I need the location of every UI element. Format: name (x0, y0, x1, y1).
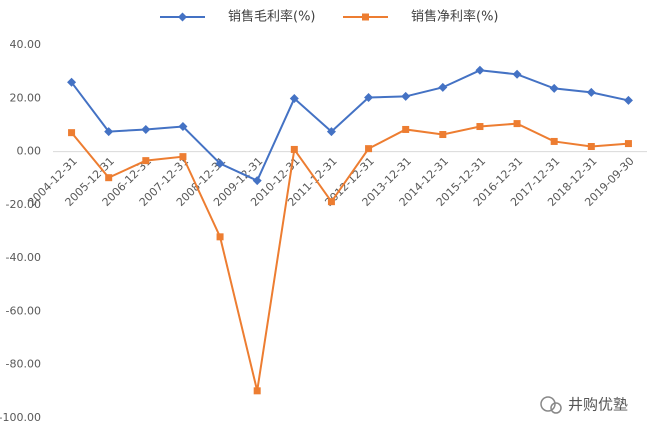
line-marker (290, 145, 298, 153)
line-marker (326, 127, 336, 137)
line-marker (549, 83, 559, 93)
line-marker (550, 137, 558, 145)
line-marker (178, 122, 188, 132)
line-marker (216, 233, 224, 241)
y-tick-label: -80.00 (6, 358, 41, 371)
watermark-icon (540, 396, 556, 412)
legend-text: 销售毛利率(%) (228, 9, 316, 25)
line-marker (141, 124, 151, 134)
y-tick-label: 0.00 (17, 145, 42, 158)
line-marker (105, 174, 113, 182)
line-series (70, 122, 629, 392)
line-marker (513, 120, 521, 128)
y-tick-label: 20.00 (10, 91, 42, 104)
line-marker (327, 198, 335, 206)
line-marker (586, 87, 596, 97)
line-marker (475, 65, 485, 75)
y-tick-label: -100.00 (0, 411, 41, 424)
line-marker (104, 127, 114, 137)
line-marker (439, 131, 447, 139)
y-tick-label: -60.00 (6, 304, 41, 317)
line-marker (142, 157, 150, 165)
watermark: 井购优塾 (540, 396, 628, 414)
line-marker (364, 92, 374, 102)
line-marker (67, 77, 77, 87)
line-marker (401, 91, 411, 101)
line-marker (362, 13, 369, 21)
line-marker (365, 145, 373, 153)
line-series (70, 69, 629, 182)
legend-text: 销售净利率(%) (411, 9, 499, 25)
line-marker (623, 95, 633, 105)
line-marker (178, 12, 187, 22)
line-marker (624, 140, 632, 148)
line-marker (252, 176, 262, 186)
line-marker (289, 94, 299, 104)
line-marker (438, 82, 448, 92)
line-marker (68, 129, 76, 137)
line-marker (253, 387, 261, 395)
line-marker (476, 123, 484, 131)
line-marker (402, 125, 410, 133)
line-marker (215, 159, 225, 169)
y-tick-label: 40.00 (10, 38, 42, 51)
watermark-text: 井购优塾 (568, 396, 628, 414)
y-tick-label: -40.00 (6, 251, 41, 264)
line-marker (179, 153, 187, 161)
line-marker (587, 143, 595, 151)
y-tick-label: -20.00 (6, 198, 41, 211)
line-marker (512, 69, 522, 79)
watermark-icon (550, 402, 562, 414)
